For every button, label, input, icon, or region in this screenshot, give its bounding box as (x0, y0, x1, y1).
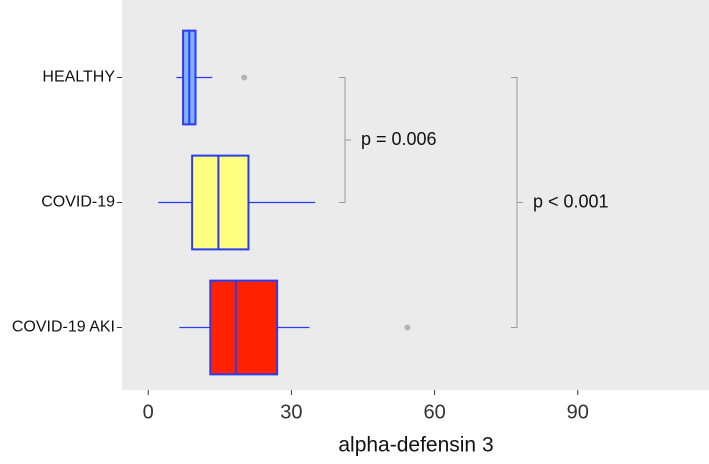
x-axis-label: alpha-defensin 3 (338, 434, 493, 457)
x-tick-label: 90 (567, 401, 589, 423)
x-tick-label: 30 (280, 401, 302, 423)
category-label: COVID-19 AKI (12, 319, 115, 336)
category-label: HEALTHY (42, 69, 115, 86)
p-value-annotation: p = 0.006 (361, 129, 437, 149)
outlier (241, 74, 248, 81)
x-tick-label: 60 (423, 401, 445, 423)
box (209, 279, 279, 376)
bracket (511, 77, 523, 328)
p-value-annotation: p < 0.001 (533, 191, 609, 211)
outlier (404, 324, 411, 331)
bracket (339, 77, 351, 203)
x-tick-label: 0 (143, 401, 154, 423)
box (191, 154, 250, 251)
category-label: COVID-19 (41, 194, 115, 211)
